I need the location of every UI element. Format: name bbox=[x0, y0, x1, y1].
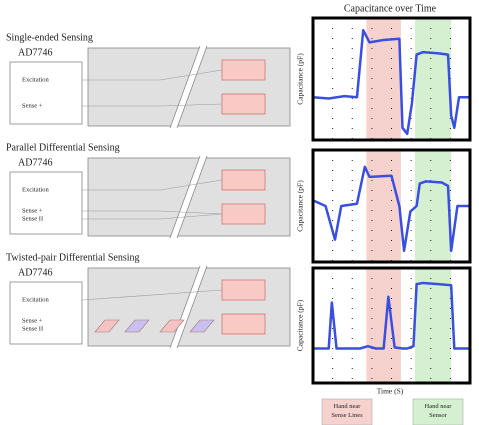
pin-label: Sense + bbox=[22, 102, 43, 109]
electrode bbox=[222, 60, 265, 80]
pin-label: Sense + bbox=[22, 207, 43, 214]
region bbox=[366, 150, 401, 262]
y-axis-label: Capacitance (pF) bbox=[296, 53, 305, 105]
electrode bbox=[222, 94, 265, 114]
pin-label: Excitation bbox=[22, 76, 49, 83]
electrode bbox=[222, 314, 265, 334]
electrode bbox=[222, 280, 265, 300]
pin-label: Sense + bbox=[22, 317, 43, 324]
pin-label: Sense II bbox=[22, 215, 43, 222]
legend-line: Sense Lines bbox=[331, 412, 363, 419]
charts-title: Capacitance over Time bbox=[344, 3, 437, 14]
legend-line: Hand near bbox=[425, 403, 453, 410]
legend-line: Hand near bbox=[334, 403, 362, 410]
region bbox=[415, 150, 451, 262]
electrode bbox=[222, 170, 265, 190]
chip-box bbox=[10, 282, 82, 344]
diagram-title: Twisted-pair Differential Sensing bbox=[6, 252, 140, 263]
y-axis-label: Capacitance (pF) bbox=[296, 299, 305, 351]
diagram-title: Parallel Differential Sensing bbox=[6, 142, 120, 153]
figure: Capacitance over Time Single-ended Sensi… bbox=[0, 0, 479, 425]
region bbox=[366, 268, 401, 383]
x-axis-label: Time (S) bbox=[377, 387, 404, 396]
chip-box bbox=[10, 62, 82, 124]
pin-label: Excitation bbox=[22, 296, 49, 303]
pin-label: Sense II bbox=[22, 325, 43, 332]
legend-line: Sensor bbox=[429, 412, 448, 419]
chip-box bbox=[10, 172, 82, 234]
region bbox=[415, 18, 451, 140]
chip-name: AD7746 bbox=[18, 47, 52, 58]
diagram-title: Single-ended Sensing bbox=[6, 32, 93, 43]
electrode bbox=[222, 204, 265, 224]
chip-name: AD7746 bbox=[18, 157, 52, 168]
chip-name: AD7746 bbox=[18, 267, 52, 278]
y-axis-label: Capacitance (pF) bbox=[296, 180, 305, 232]
pin-label: Excitation bbox=[22, 186, 49, 193]
